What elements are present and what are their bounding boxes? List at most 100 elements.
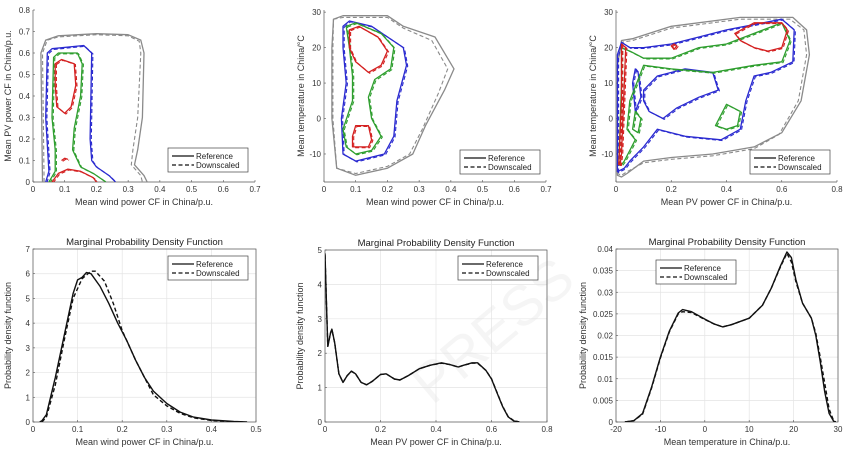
contour-reference-green [631,110,642,134]
contour-reference-red [61,157,69,162]
y-axis-label: Probability density function [578,282,588,389]
legend-label: Reference [684,264,721,273]
x-axis-label: Mean wind power CF in China/p.u. [75,197,213,207]
x-tick-label: 0.6 [218,185,230,194]
contour-reference-gray [331,15,455,176]
y-tick-label: 5 [26,294,31,303]
legend-box [749,149,831,175]
x-tick-label: 0.3 [123,185,135,194]
y-tick-label: 0.1 [19,157,31,166]
x-tick-label: 0.5 [186,185,198,194]
legend-label: Downscaled [486,269,530,278]
contour-downscaled-red [350,26,390,74]
plot-title: Marginal Probability Density Function [649,237,806,248]
subplot-4: 0 0.1 0.2 0.3 0.4 0.5 0 1 2 3 4 5 6 7 Mean wind power … [3,237,262,447]
legend-box [167,147,249,173]
y-tick-label: 1 [26,393,31,402]
y-tick-label: 0.2 [19,135,31,144]
x-tick-label: 0.4 [430,425,442,434]
contour-downscaled-gray [616,18,808,176]
x-tick-label: 0.1 [59,185,71,194]
x-axis-label: Mean temperature in China/p.u. [664,437,791,447]
contour-reference-red [54,58,77,114]
x-tick-label: 30 [834,425,843,434]
x-tick-label: 10 [745,425,754,434]
y-tick-label: 0.025 [593,310,614,319]
y-tick-label: 0 [609,115,614,124]
contour-reference-gray [616,16,811,178]
y-axis-label: Probability density function [295,282,305,389]
x-axis-label: Mean PV power CF in China/p.u. [370,437,502,447]
y-tick-label: 5 [318,246,323,255]
y-tick-label: 0.015 [593,353,614,362]
legend-label: Downscaled [196,269,240,278]
y-tick-label: 4 [318,280,323,289]
plot-area [331,15,455,176]
plot-area [39,270,248,422]
y-tick-label: 4 [26,319,31,328]
contour-downscaled-red [53,169,98,182]
x-tick-label: 0.6 [776,185,788,194]
x-tick-label: 0.2 [666,185,678,194]
plot-title: Marginal Probability Density Function [358,238,515,249]
y-axis-label: Mean PV power CF in China/p.u. [3,30,13,162]
y-tick-label: 1 [318,384,323,393]
legend-label: Downscaled [684,273,728,282]
contour-downscaled-red [619,43,628,166]
x-tick-label: 0 [31,425,36,434]
y-tick-label: -10 [309,150,321,159]
contour-downscaled-gray [41,34,143,182]
contour-downscaled-green [49,53,107,182]
x-tick-label: 0.6 [486,425,498,434]
y-tick-label: 20 [312,44,321,53]
axes-box [32,248,257,423]
y-tick-label: 0 [317,115,322,124]
x-tick-label: 0.3 [414,185,426,194]
y-tick-label: 30 [312,8,321,17]
legend-box [459,149,541,175]
contour-downscaled-red [671,44,679,52]
contour-downscaled-blue [644,69,721,120]
x-tick-label: 0.7 [540,185,552,194]
y-tick-label: 0.8 [19,6,31,15]
y-tick-label: 0.02 [597,332,613,341]
y-tick-label: 2 [26,369,31,378]
x-tick-label: 20 [789,425,798,434]
legend-box [655,259,737,285]
legend-box [457,255,539,281]
y-tick-label: 3 [26,344,31,353]
legend-label: Downscaled [196,161,240,170]
subplot-5: 0 0.2 0.4 0.6 0.8 0 1 2 3 4 5 Mean PV power CF in C… [295,238,553,447]
legend-box [167,255,249,281]
contour-downscaled-red [353,125,374,149]
x-tick-label: 0.5 [477,185,489,194]
contour-reference-blue [642,68,719,120]
contour-reference-red [351,124,373,148]
contour-reference-green [48,52,107,182]
x-tick-label: 0.4 [721,185,733,194]
y-tick-label: 0 [318,418,323,427]
subplot-6: -20 -10 0 10 20 30 0 0.005 0.01 0.015 0.02 0.025 0.0… [578,237,843,447]
series-line-reference [39,271,248,422]
y-tick-label: -10 [601,150,613,159]
x-tick-label: 0.1 [72,425,84,434]
legend-label: Reference [486,260,523,269]
y-tick-label: 7 [26,245,31,254]
x-tick-label: 0.8 [831,185,843,194]
x-tick-label: 0.4 [154,185,166,194]
y-axis-label: Mean temperature in China/°C [296,35,306,157]
x-tick-label: 0.2 [382,185,394,194]
y-tick-label: 0 [609,418,614,427]
x-tick-label: 0.6 [509,185,521,194]
contour-downscaled-green [715,104,743,131]
contour-downscaled-blue [618,19,796,174]
y-tick-label: 10 [312,79,321,88]
y-tick-label: 0 [26,178,31,187]
x-tick-label: 0.3 [161,425,173,434]
y-tick-label: 0.035 [593,267,614,276]
x-tick-label: 0 [614,185,619,194]
